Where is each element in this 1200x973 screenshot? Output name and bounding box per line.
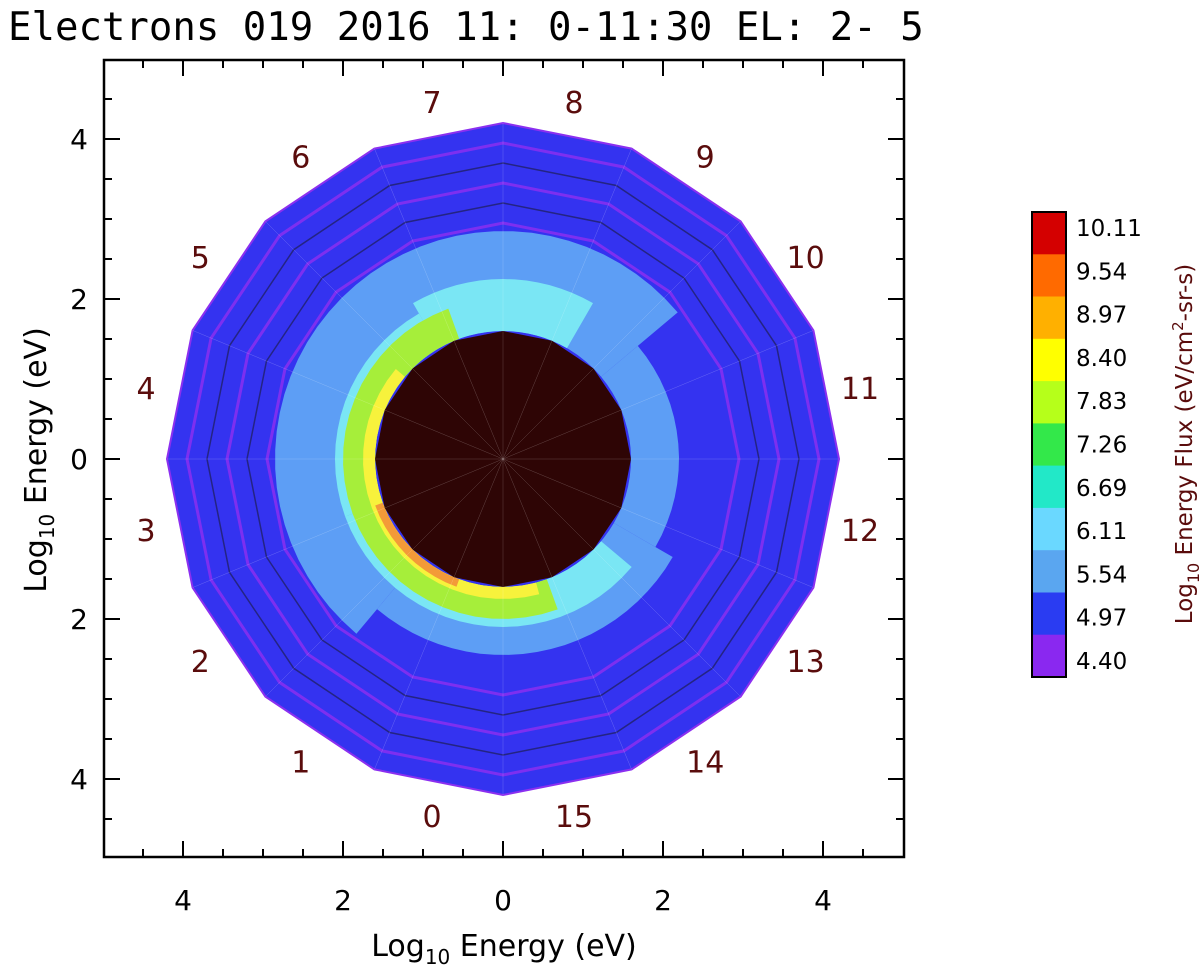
y-tick-label: 4 [70, 123, 88, 156]
colorbar-frame [1031, 211, 1067, 678]
sector-label: 3 [136, 514, 155, 549]
sector-spoke [502, 458, 741, 697]
flux-contour-line [246, 202, 760, 716]
x-axis-label: Log10 Energy (eV) [371, 929, 637, 969]
sector-spoke [502, 221, 741, 460]
colorbar-block [1032, 338, 1066, 382]
sector-label: 7 [422, 86, 441, 121]
x-tick-label: 4 [814, 884, 832, 917]
colorbar-block [1032, 634, 1066, 678]
saturated-core [375, 331, 631, 587]
axis-tick-labels: 4 2 0 2 4 4 2 0 2 4 [70, 123, 832, 917]
sector-label: 2 [191, 645, 210, 680]
flux-region-9 [363, 369, 540, 599]
colorbar-level-label: 4.97 [1076, 606, 1127, 632]
colorbar-level-label: 6.69 [1076, 476, 1127, 502]
colorbar-title: Log10 Energy Flux (eV/cm2-sr-s) [1169, 264, 1200, 624]
sector-spoke [265, 221, 504, 460]
axis-ticks [104, 60, 904, 857]
flux-region-6 [601, 345, 679, 547]
sector-spoke [502, 330, 814, 460]
x-tick-label: 4 [174, 884, 192, 917]
sector-label: 0 [422, 800, 441, 835]
sector-label: 12 [841, 514, 879, 549]
sector-label: 1 [291, 746, 310, 781]
x-tick-label: 0 [494, 884, 512, 917]
colorbar-blocks [1032, 212, 1066, 678]
sector-spoke [502, 458, 632, 770]
y-tick-label: 4 [70, 763, 88, 796]
sector-spokes [167, 123, 839, 795]
sector-label: 10 [787, 241, 825, 276]
colorbar-level-label: 10.11 [1076, 216, 1142, 242]
colorbar-block [1032, 296, 1066, 340]
colorbar-level-label: 8.40 [1076, 346, 1127, 372]
sector-label: 5 [191, 241, 210, 276]
colorbar-block [1032, 592, 1066, 636]
sector-label: 13 [787, 645, 825, 680]
flux-region-10 [375, 502, 460, 587]
colorbar-block [1032, 423, 1066, 467]
colorbar-block [1032, 550, 1066, 594]
colorbar-block [1032, 212, 1066, 255]
colorbar-block [1032, 254, 1066, 298]
colorbar-level-label: 5.54 [1076, 562, 1127, 588]
x-tick-label: 2 [654, 884, 672, 917]
colorbar: 10.11 9.54 8.97 8.40 7.83 7.26 6.69 6.11 5.54 4.9… [1031, 211, 1200, 678]
colorbar-level-label: 7.83 [1076, 389, 1127, 415]
y-tick-label: 2 [70, 603, 88, 636]
colorbar-block [1032, 507, 1066, 551]
colorbar-level-label: 6.11 [1076, 519, 1127, 545]
y-axis-label: Log10 Energy (eV) [19, 327, 59, 593]
colorbar-block [1032, 381, 1066, 424]
sector-spoke [502, 148, 632, 460]
y-tick-label: 0 [70, 443, 88, 476]
sector-label: 11 [841, 372, 879, 407]
flux-region-7 [345, 502, 632, 627]
colorbar-level-label: 9.54 [1076, 259, 1127, 285]
x-tick-label: 2 [334, 884, 352, 917]
colorbar-level-label: 7.26 [1076, 433, 1127, 459]
sector-label: 6 [291, 140, 310, 175]
flux-contour-line [265, 221, 741, 697]
sector-spoke [374, 458, 504, 770]
flux-contour-line [185, 141, 821, 777]
flux-contour-line [225, 181, 781, 737]
colorbar-level-labels: 10.11 9.54 8.97 8.40 7.83 7.26 6.69 6.11 5.54 4.9… [1076, 216, 1142, 675]
chart-title: Electrons 019 2016 11: 0-11:30 EL: 2- 5 [8, 5, 924, 50]
sector-label: 9 [696, 140, 715, 175]
sector-label: 4 [136, 372, 155, 407]
colorbar-block [1032, 465, 1066, 509]
y-tick-label: 2 [70, 283, 88, 316]
sector-spoke [192, 330, 504, 460]
sector-label: 14 [686, 746, 724, 781]
sector-spoke [502, 458, 814, 588]
flux-region-7 [413, 279, 593, 349]
colorbar-level-label: 8.97 [1076, 303, 1127, 329]
flux-rings [165, 121, 841, 797]
sector-spoke [265, 458, 504, 697]
sector-spoke [374, 148, 504, 460]
sector-spoke [192, 458, 504, 588]
sector-label: 8 [564, 86, 583, 121]
flux-contour-line [206, 162, 800, 756]
sector-label: 15 [555, 800, 593, 835]
colorbar-level-label: 4.40 [1076, 649, 1127, 675]
